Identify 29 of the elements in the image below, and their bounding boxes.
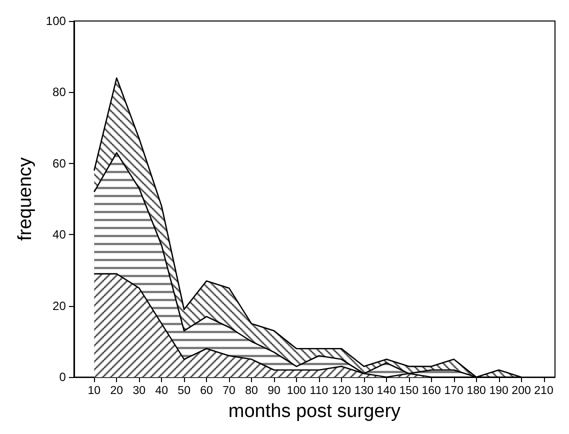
x-tick-label: 180 <box>466 385 486 398</box>
y-tick-label: 20 <box>52 298 66 313</box>
x-tick-label: 60 <box>200 385 213 398</box>
x-tick-label: 130 <box>354 385 374 398</box>
x-tick-label: 70 <box>222 385 236 398</box>
x-tick-label: 120 <box>332 385 352 398</box>
x-tick-label: 190 <box>489 385 508 398</box>
x-tick-label: 210 <box>534 385 554 398</box>
y-tick-label: 40 <box>52 228 66 242</box>
y-tick-label: 60 <box>52 156 66 170</box>
x-tick-label: 200 <box>512 385 531 398</box>
y-axis-title: frequency <box>15 156 36 241</box>
x-tick-label: 30 <box>132 385 146 398</box>
x-tick-label: 110 <box>310 385 328 398</box>
x-tick-label: 40 <box>155 385 168 398</box>
x-tick-label: 50 <box>178 385 190 398</box>
x-tick-label: 160 <box>422 385 441 398</box>
y-tick-label: 80 <box>52 85 66 100</box>
x-tick-label: 140 <box>376 385 396 398</box>
y-tick-label: 0 <box>59 370 66 384</box>
x-axis-title: months post surgery <box>228 401 402 422</box>
y-tick-label: 100 <box>46 14 66 28</box>
x-tick-label: 90 <box>268 385 280 398</box>
x-tick-label: 80 <box>245 385 258 398</box>
x-tick-label: 20 <box>110 385 124 398</box>
x-tick-label: 100 <box>286 385 306 398</box>
x-tick-label: 170 <box>444 385 464 398</box>
x-tick-label: 10 <box>88 385 101 398</box>
x-tick-label: 150 <box>399 385 418 398</box>
